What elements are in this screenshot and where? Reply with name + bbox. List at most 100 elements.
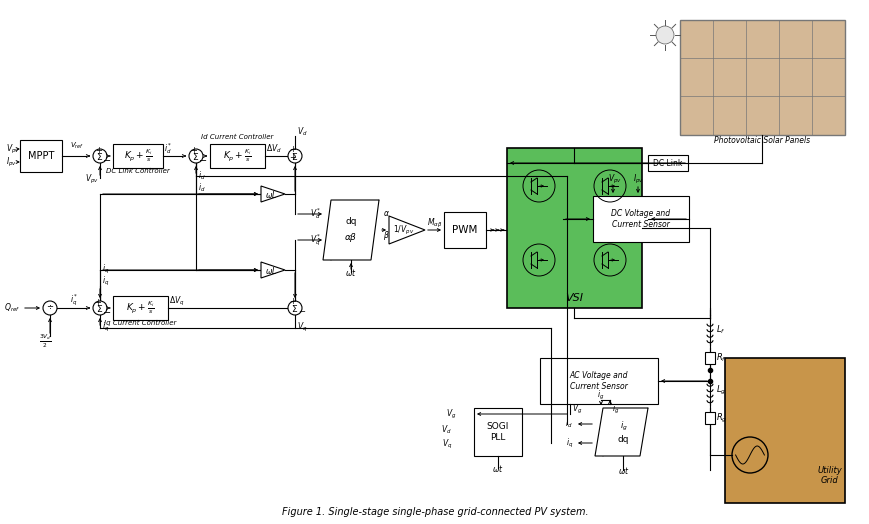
- Text: $\Sigma$: $\Sigma$: [291, 302, 298, 313]
- Text: $V_q$: $V_q$: [296, 321, 307, 334]
- Text: $i_d$: $i_d$: [198, 181, 205, 193]
- Text: $\omega t$: $\omega t$: [492, 463, 503, 474]
- FancyBboxPatch shape: [593, 196, 688, 242]
- Text: $i_d^*$: $i_d^*$: [164, 140, 172, 156]
- Polygon shape: [261, 262, 285, 278]
- Text: DC Link Controller: DC Link Controller: [106, 168, 169, 174]
- Text: MPPT: MPPT: [28, 151, 54, 161]
- Text: $\omega L$: $\omega L$: [264, 189, 276, 200]
- Text: DC Voltage and
Current Sensor: DC Voltage and Current Sensor: [611, 209, 670, 228]
- Text: +: +: [94, 298, 101, 307]
- Text: $L_f$: $L_f$: [715, 324, 725, 336]
- Text: $-$: $-$: [298, 305, 306, 314]
- Text: +: +: [289, 297, 295, 306]
- Circle shape: [43, 301, 57, 315]
- FancyBboxPatch shape: [20, 140, 62, 172]
- Circle shape: [93, 149, 107, 163]
- Text: $\beta$: $\beta$: [382, 229, 389, 242]
- Text: $V_g$: $V_g$: [571, 403, 581, 417]
- Text: $\alpha$: $\alpha$: [382, 209, 389, 218]
- Text: $\Sigma$: $\Sigma$: [96, 150, 103, 161]
- Text: $\omega t$: $\omega t$: [617, 465, 628, 476]
- Polygon shape: [594, 408, 647, 456]
- Text: $\omega L$: $\omega L$: [264, 265, 276, 276]
- Text: $K_p+\frac{K_i}{s}$: $K_p+\frac{K_i}{s}$: [123, 148, 152, 164]
- FancyBboxPatch shape: [680, 20, 844, 135]
- Text: $\omega t$: $\omega t$: [345, 267, 356, 278]
- Text: $-$: $-$: [102, 306, 111, 316]
- Text: Utility
Grid: Utility Grid: [817, 466, 841, 485]
- Text: $V_d$: $V_d$: [441, 424, 452, 436]
- Text: $\Sigma$: $\Sigma$: [192, 150, 199, 161]
- Text: $V_{ref}$: $V_{ref}$: [70, 141, 84, 151]
- FancyBboxPatch shape: [507, 148, 641, 308]
- Text: +: +: [95, 146, 102, 155]
- Text: $i_g$: $i_g$: [611, 403, 619, 417]
- Text: $\Delta V_q$: $\Delta V_q$: [169, 294, 184, 308]
- Text: $\div$: $\div$: [46, 302, 54, 311]
- Text: VSI: VSI: [565, 293, 583, 303]
- Text: $\Sigma$: $\Sigma$: [291, 150, 298, 161]
- Text: $R_f$: $R_f$: [715, 352, 726, 364]
- Text: +: +: [189, 146, 196, 155]
- Text: $\Delta V_d$: $\Delta V_d$: [266, 142, 282, 155]
- Text: $V_g$: $V_g$: [445, 408, 455, 421]
- Text: Photovoltaic Solar Panels: Photovoltaic Solar Panels: [713, 136, 810, 145]
- Circle shape: [288, 149, 302, 163]
- Text: DC Link: DC Link: [653, 158, 682, 168]
- Text: $i_q$: $i_q$: [565, 436, 573, 450]
- Circle shape: [93, 301, 107, 315]
- Text: dq: dq: [617, 435, 628, 444]
- FancyBboxPatch shape: [113, 296, 168, 320]
- Text: SOGI
PLL: SOGI PLL: [487, 422, 508, 442]
- Text: $V_{pv}$: $V_{pv}$: [6, 143, 20, 156]
- Text: $V_d$: $V_d$: [296, 125, 308, 137]
- Text: $K_p+\frac{K_i}{s}$: $K_p+\frac{K_i}{s}$: [222, 148, 252, 164]
- FancyBboxPatch shape: [540, 358, 657, 404]
- Text: $i_g$: $i_g$: [619, 419, 627, 432]
- Polygon shape: [322, 200, 379, 260]
- Text: +: +: [289, 153, 295, 162]
- FancyBboxPatch shape: [724, 358, 844, 503]
- Text: $V_{pv}$: $V_{pv}$: [607, 173, 621, 187]
- FancyBboxPatch shape: [443, 212, 486, 248]
- Circle shape: [288, 301, 302, 315]
- Text: $V_d^*$: $V_d^*$: [309, 206, 321, 222]
- Text: Id Current Controller: Id Current Controller: [201, 134, 274, 140]
- Polygon shape: [261, 186, 285, 202]
- Text: $i_g$: $i_g$: [597, 389, 604, 402]
- FancyBboxPatch shape: [704, 412, 714, 424]
- Text: $i_q$: $i_q$: [102, 276, 109, 289]
- Text: Iq Current Controller: Iq Current Controller: [104, 320, 176, 326]
- Text: Figure 1. Single-stage single-phase grid-connected PV system.: Figure 1. Single-stage single-phase grid…: [282, 507, 587, 517]
- Text: $K_p+\frac{K_i}{s}$: $K_p+\frac{K_i}{s}$: [126, 300, 155, 316]
- Text: $\Sigma$: $\Sigma$: [96, 302, 103, 313]
- FancyBboxPatch shape: [704, 352, 714, 364]
- Text: $i_d$: $i_d$: [565, 418, 573, 430]
- FancyBboxPatch shape: [647, 155, 687, 171]
- Text: AC Voltage and
Current Sensor: AC Voltage and Current Sensor: [569, 372, 627, 391]
- Text: $Q_{ref}$: $Q_{ref}$: [4, 302, 20, 314]
- Text: $-$: $-$: [102, 154, 111, 164]
- Text: $M_{\alpha\beta}$: $M_{\alpha\beta}$: [427, 217, 441, 231]
- FancyBboxPatch shape: [209, 144, 265, 168]
- Text: $V_{pv}$: $V_{pv}$: [85, 173, 99, 187]
- Circle shape: [655, 26, 673, 44]
- Text: $\alpha\beta$: $\alpha\beta$: [344, 232, 357, 245]
- Text: $V_q$: $V_q$: [441, 438, 452, 451]
- FancyBboxPatch shape: [113, 144, 163, 168]
- Text: $I_{pv}$: $I_{pv}$: [633, 173, 643, 187]
- Text: $\frac{3V_d}{2}$: $\frac{3V_d}{2}$: [39, 333, 51, 350]
- Text: $I_{pv}$: $I_{pv}$: [6, 156, 17, 169]
- Text: $R_g$: $R_g$: [715, 411, 726, 424]
- Text: PWM: PWM: [452, 225, 477, 235]
- Text: $V_q^*$: $V_q^*$: [309, 232, 321, 248]
- Text: $1/V_{pv}$: $1/V_{pv}$: [393, 223, 415, 236]
- Text: dq: dq: [345, 217, 356, 226]
- Text: $L_g$: $L_g$: [715, 384, 726, 397]
- Text: $i_q$: $i_q$: [102, 264, 109, 277]
- Circle shape: [189, 149, 202, 163]
- Text: +: +: [289, 145, 295, 154]
- Text: $i_q$: $i_q$: [102, 321, 109, 334]
- Text: $i_d$: $i_d$: [198, 169, 205, 181]
